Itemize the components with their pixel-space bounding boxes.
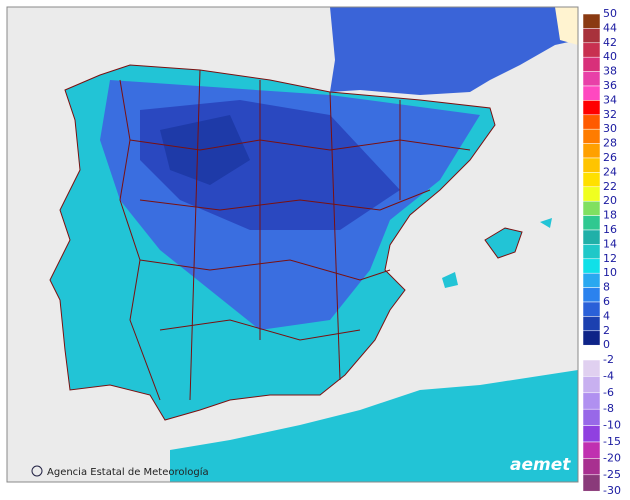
legend: 5044424038363432302826242220181614121086… [582, 7, 621, 497]
legend-label: -6 [603, 386, 614, 399]
ibiza [442, 272, 458, 288]
legend-label: -2 [603, 353, 614, 366]
legend-swatch [582, 392, 601, 410]
legend-swatch [582, 143, 601, 159]
legend-label: 10 [603, 266, 617, 279]
legend-swatch [582, 316, 601, 332]
legend-swatch [582, 330, 601, 346]
legend-swatch [582, 200, 601, 216]
legend-label: -30 [603, 484, 621, 497]
legend-label: 28 [603, 137, 617, 150]
legend-label: 8 [603, 281, 610, 294]
legend-swatch [582, 359, 601, 377]
legend-swatch [582, 114, 601, 130]
legend-label: 36 [603, 79, 617, 92]
legend-label: 22 [603, 180, 617, 193]
legend-swatch [582, 85, 601, 101]
legend-swatch [582, 42, 601, 58]
legend-label: 14 [603, 237, 617, 250]
legend-label: 40 [603, 50, 617, 63]
logo: aemet [510, 455, 571, 475]
legend-label: 18 [603, 209, 617, 222]
legend-label: 26 [603, 151, 617, 164]
copyright-icon [31, 465, 43, 477]
legend-label: 0 [603, 338, 610, 351]
legend-swatch [582, 28, 601, 44]
legend-swatch [582, 128, 601, 144]
legend-label: 24 [603, 165, 617, 178]
legend-label: 38 [603, 65, 617, 78]
legend-label: -20 [603, 451, 621, 464]
legend-label: -8 [603, 402, 614, 415]
legend-swatch [582, 71, 601, 87]
legend-swatch [582, 215, 601, 231]
legend-swatch [582, 157, 601, 173]
legend-label: 42 [603, 36, 617, 49]
cold-core-inner [160, 115, 250, 185]
legend-label: 50 [603, 7, 617, 20]
frame [6, 6, 579, 483]
legend-swatch [582, 376, 601, 394]
africa [170, 370, 578, 482]
legend-swatch [582, 408, 601, 426]
legend-label: 4 [603, 309, 610, 322]
legend-label: 44 [603, 21, 617, 34]
legend-swatch [582, 301, 601, 317]
legend-label: -25 [603, 468, 621, 481]
legend-swatch [582, 56, 601, 72]
legend-swatch [582, 272, 601, 288]
legend-swatch [582, 244, 601, 260]
legend-swatch [582, 229, 601, 245]
italy [555, 7, 578, 45]
mallorca [484, 227, 523, 259]
menorca [540, 218, 552, 228]
legend-label: 30 [603, 122, 617, 135]
credit: Agencia Estatal de Meteorología [47, 466, 209, 478]
legend-swatch [582, 13, 601, 29]
legend-label: 20 [603, 194, 617, 207]
legend-swatch [582, 474, 601, 492]
legend-swatch [582, 425, 601, 443]
legend-label: 32 [603, 108, 617, 121]
borders [119, 69, 471, 401]
legend-swatch [582, 186, 601, 202]
legend-label: 16 [603, 223, 617, 236]
france [330, 7, 578, 95]
legend-swatch [582, 287, 601, 303]
legend-label: 6 [603, 295, 610, 308]
legend-swatch [582, 258, 601, 274]
legend-label: -10 [603, 419, 621, 432]
legend-label: -4 [603, 369, 614, 382]
legend-swatch [582, 441, 601, 459]
legend-swatch [582, 172, 601, 188]
legend-label: -15 [603, 435, 621, 448]
legend-swatch [582, 458, 601, 476]
legend-label: 34 [603, 93, 617, 106]
legend-label: 12 [603, 252, 617, 265]
legend-label: 2 [603, 324, 610, 337]
legend-swatch [582, 100, 601, 116]
